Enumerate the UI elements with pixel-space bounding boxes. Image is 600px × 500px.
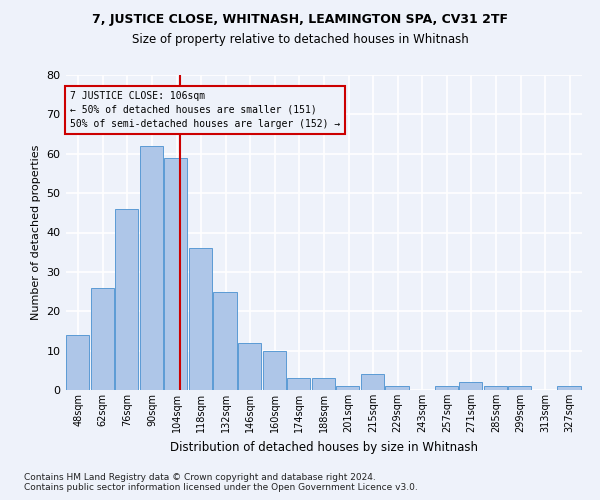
Y-axis label: Number of detached properties: Number of detached properties bbox=[31, 145, 41, 320]
Bar bbox=[287, 378, 310, 390]
Bar bbox=[66, 335, 89, 390]
Bar bbox=[434, 386, 458, 390]
Bar bbox=[385, 386, 409, 390]
Bar bbox=[312, 378, 335, 390]
X-axis label: Distribution of detached houses by size in Whitnash: Distribution of detached houses by size … bbox=[170, 440, 478, 454]
Bar bbox=[189, 248, 212, 390]
Text: 7 JUSTICE CLOSE: 106sqm
← 50% of detached houses are smaller (151)
50% of semi-d: 7 JUSTICE CLOSE: 106sqm ← 50% of detache… bbox=[70, 91, 340, 128]
Bar bbox=[91, 288, 114, 390]
Bar bbox=[508, 386, 532, 390]
Bar bbox=[459, 382, 482, 390]
Text: Contains public sector information licensed under the Open Government Licence v3: Contains public sector information licen… bbox=[24, 484, 418, 492]
Text: Size of property relative to detached houses in Whitnash: Size of property relative to detached ho… bbox=[131, 32, 469, 46]
Bar bbox=[140, 146, 163, 390]
Bar bbox=[164, 158, 187, 390]
Bar bbox=[336, 386, 359, 390]
Text: Contains HM Land Registry data © Crown copyright and database right 2024.: Contains HM Land Registry data © Crown c… bbox=[24, 474, 376, 482]
Bar bbox=[361, 374, 384, 390]
Bar bbox=[263, 350, 286, 390]
Bar bbox=[214, 292, 236, 390]
Bar bbox=[115, 209, 139, 390]
Bar bbox=[484, 386, 507, 390]
Bar bbox=[557, 386, 581, 390]
Text: 7, JUSTICE CLOSE, WHITNASH, LEAMINGTON SPA, CV31 2TF: 7, JUSTICE CLOSE, WHITNASH, LEAMINGTON S… bbox=[92, 12, 508, 26]
Bar bbox=[238, 343, 261, 390]
